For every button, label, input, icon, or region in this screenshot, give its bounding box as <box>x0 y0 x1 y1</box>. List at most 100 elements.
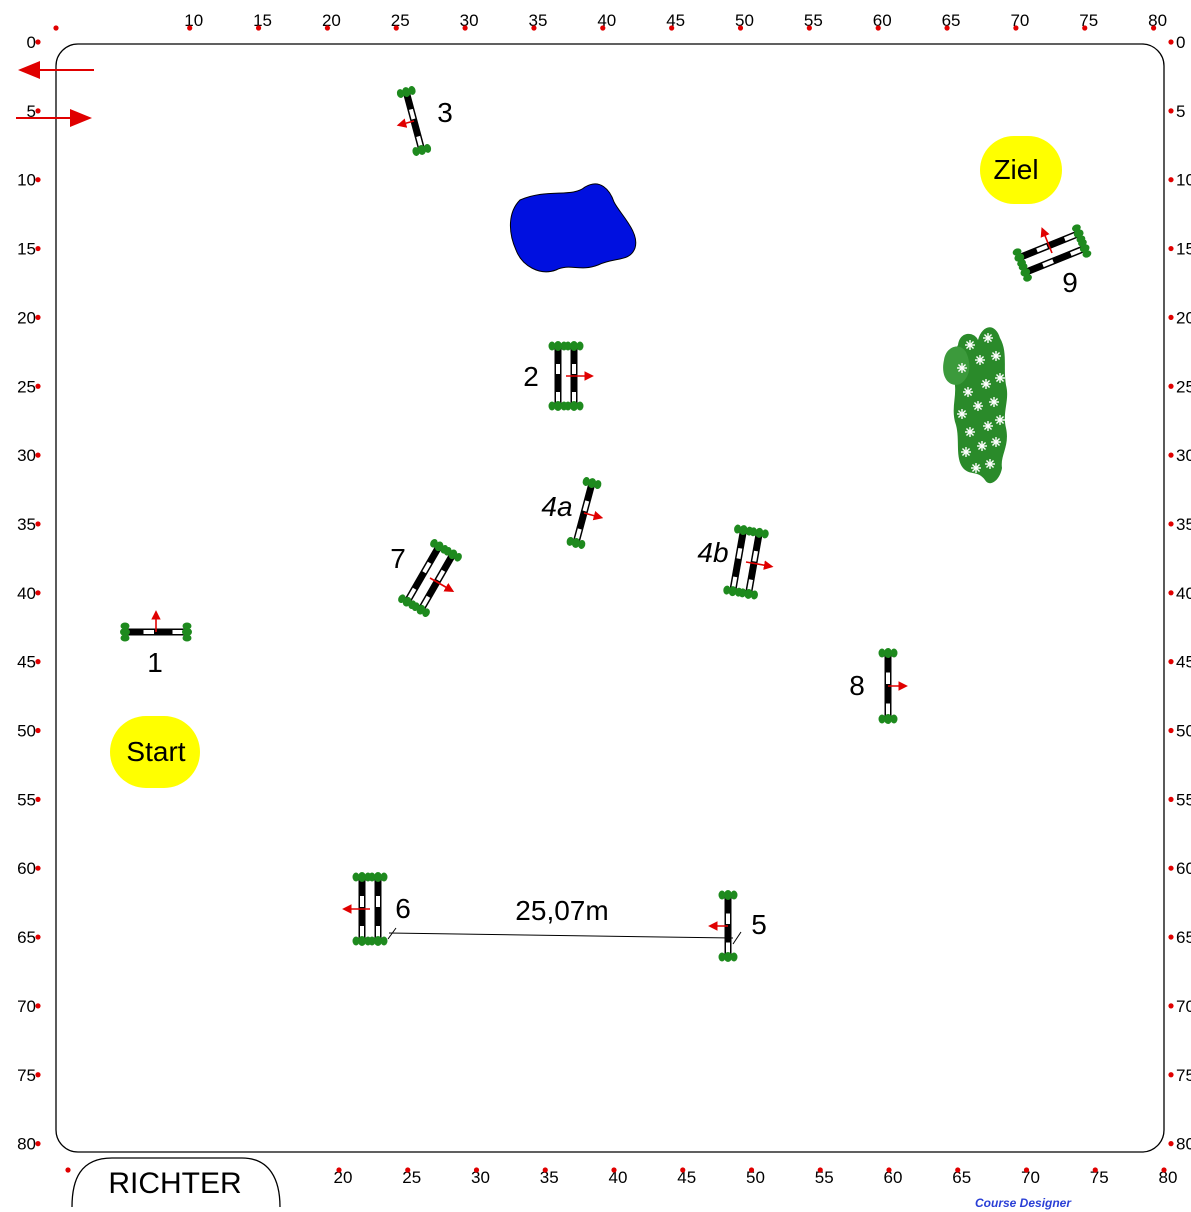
top-tick-label: 20 <box>322 11 341 30</box>
ruler-dot <box>1168 1072 1174 1078</box>
direction-arrow <box>583 511 604 521</box>
obstacle-6: 6 <box>342 872 411 946</box>
direction-arrow <box>396 118 415 128</box>
ruler-dot <box>35 865 41 871</box>
standard <box>554 341 562 351</box>
red-arrow-right-icon <box>16 109 92 127</box>
top-tick-label: 50 <box>735 11 754 30</box>
bottom-tick-label: 35 <box>540 1168 559 1187</box>
obstacle-7: 7 <box>390 539 462 617</box>
standard <box>571 538 581 548</box>
right-tick-label: 55 <box>1176 790 1191 809</box>
obstacle-number: 4b <box>697 537 728 568</box>
flower <box>973 401 983 411</box>
left-tick-label: 45 <box>17 653 36 672</box>
judge-label: RICHTER <box>108 1167 241 1200</box>
ruler-dot <box>1023 1167 1030 1173</box>
right-tick-label: 0 <box>1176 33 1185 52</box>
ruler-dot <box>35 177 41 183</box>
standard <box>587 478 597 488</box>
bottom-tick-label: 55 <box>815 1168 834 1187</box>
ruler-dot <box>35 39 41 45</box>
standard <box>884 714 892 724</box>
bottom-tick-label: 75 <box>1090 1168 1109 1187</box>
left-tick-label: 65 <box>17 928 36 947</box>
obstacle-body <box>708 890 738 962</box>
right-tick-label: 10 <box>1176 171 1191 190</box>
left-tick-label: 70 <box>17 997 36 1016</box>
left-tick-label: 10 <box>17 171 36 190</box>
top-tick-label: 45 <box>666 11 685 30</box>
distance-measure: 25,07m <box>387 895 742 945</box>
ruler-dot <box>748 1167 755 1173</box>
left-tick-label: 5 <box>27 102 36 121</box>
obstacle-4a: 4a <box>541 477 604 549</box>
flower <box>977 441 987 451</box>
ruler-dot <box>542 1167 548 1173</box>
left-ruler: 0 5 10 15 20 25 30 35 40 45 50 55 60 65 70 75 80 <box>17 33 41 1154</box>
bottom-tick-label: 30 <box>471 1168 490 1187</box>
right-tick-label: 60 <box>1176 859 1191 878</box>
obstacle-4b: 4b <box>697 524 774 600</box>
ruler-dot <box>1013 25 1019 31</box>
flower <box>995 373 1005 383</box>
ruler-dot <box>35 314 41 320</box>
bottom-tick-label: 25 <box>402 1168 421 1187</box>
obstacle-body <box>548 341 594 411</box>
obstacle-9: 9 <box>1012 224 1092 298</box>
right-tick-label: 80 <box>1176 1135 1191 1154</box>
flower <box>991 351 1001 361</box>
pole <box>1025 245 1085 275</box>
standard <box>739 525 748 536</box>
ruler-dot <box>35 521 41 527</box>
arena-boundary <box>55 43 1165 1153</box>
obstacle-number: 8 <box>849 670 865 701</box>
standard <box>744 588 753 599</box>
obstacle-body <box>342 872 388 946</box>
ruler-dot <box>35 108 41 114</box>
ruler-dot <box>35 1072 41 1078</box>
left-tick-label: 0 <box>27 33 36 52</box>
standard <box>570 341 578 351</box>
ruler-dot <box>1168 177 1174 183</box>
ruler-dot <box>35 1003 41 1009</box>
ruler-dot <box>1082 25 1088 31</box>
standard <box>374 872 382 882</box>
ruler-dot <box>600 25 606 31</box>
right-tick-label: 75 <box>1176 1066 1191 1085</box>
pole <box>729 531 747 590</box>
standard <box>374 936 382 946</box>
flower <box>989 397 999 407</box>
flower <box>983 333 993 343</box>
obstacle-body <box>396 86 432 156</box>
standard <box>358 936 366 946</box>
ruler-dot <box>669 25 675 31</box>
ruler-dot <box>1168 590 1174 596</box>
standard <box>570 401 578 411</box>
obstacle-body <box>878 648 908 724</box>
left-tick-label: 40 <box>17 584 36 603</box>
ruler-dot <box>1168 796 1174 802</box>
ruler-dot <box>1168 659 1174 665</box>
top-tick-label: 60 <box>873 11 892 30</box>
ruler-dot <box>1168 727 1174 734</box>
ruler-dot <box>1168 1003 1174 1009</box>
ruler-dot <box>817 1167 823 1173</box>
right-tick-label: 35 <box>1176 515 1191 534</box>
flower <box>957 409 967 419</box>
flower <box>961 447 971 457</box>
obstacle-5: 5 <box>708 890 767 962</box>
ruler-dot <box>875 25 881 31</box>
ruler-dot <box>324 25 330 31</box>
ruler-dot <box>1168 39 1174 45</box>
ruler-dot <box>1092 1167 1098 1173</box>
bottom-tick-label: 60 <box>884 1168 903 1187</box>
top-tick-label: 80 <box>1148 11 1167 30</box>
finish-label: Ziel <box>993 154 1038 185</box>
pole <box>554 348 562 404</box>
top-ruler: 10 15 20 25 30 35 40 45 50 55 60 65 70 75 80 <box>53 11 1167 31</box>
left-tick-label: 20 <box>17 308 36 327</box>
left-tick-label: 25 <box>17 377 36 396</box>
top-tick-label: 30 <box>460 11 479 30</box>
